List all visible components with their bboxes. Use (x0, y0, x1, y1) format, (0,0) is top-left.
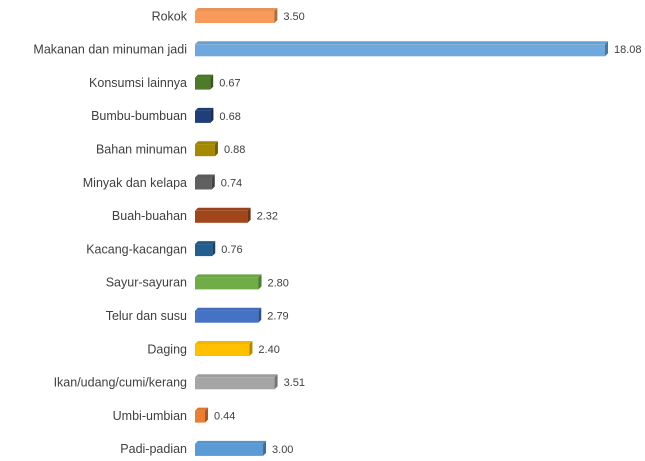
bar-top (195, 174, 215, 178)
y-tick-label: Daging (147, 342, 187, 356)
value-label: 2.32 (257, 211, 278, 223)
bar (195, 443, 264, 456)
y-tick-label: Kacang-kacangan (86, 242, 187, 256)
bar-side (212, 241, 216, 257)
bar (195, 77, 211, 90)
y-tick-label: Bahan minuman (96, 142, 187, 156)
bar (195, 310, 259, 323)
bar (195, 210, 248, 223)
value-label: 3.50 (283, 11, 304, 23)
y-tick-label: Buah-buahan (112, 209, 187, 223)
bar-side (274, 374, 278, 390)
bar-top (195, 307, 262, 311)
bar-side (210, 107, 214, 123)
y-tick-label: Bumbu-bumbuan (91, 109, 187, 123)
value-label: 2.80 (267, 277, 288, 289)
bar (195, 410, 205, 423)
bar (195, 44, 605, 57)
value-label: 18.08 (614, 44, 642, 56)
bar (195, 11, 275, 23)
bar-side (247, 207, 251, 223)
value-label: 3.51 (284, 377, 305, 389)
bar-side (258, 274, 262, 290)
bar-side (214, 141, 218, 157)
bar-side (605, 41, 608, 57)
bar (195, 144, 215, 157)
bar-top (195, 8, 278, 11)
value-label: 0.68 (219, 111, 240, 123)
bar-side (204, 407, 208, 423)
bar-top (195, 74, 214, 78)
value-label: 2.40 (258, 344, 279, 356)
bar (195, 110, 211, 123)
y-tick-label: Rokok (152, 9, 188, 23)
value-label: 0.74 (221, 177, 242, 189)
bar (195, 244, 213, 257)
bar (195, 177, 212, 190)
bar-top (195, 41, 608, 45)
bar-side (258, 307, 262, 323)
bar-side (210, 74, 214, 90)
value-label: 3.00 (272, 444, 293, 456)
bar-top (195, 274, 262, 278)
value-label: 0.76 (221, 244, 242, 256)
bar (195, 277, 259, 290)
bar-top (195, 241, 216, 245)
bar-side (249, 341, 253, 356)
y-tick-label: Padi-padian (120, 442, 187, 456)
bar-top (195, 341, 253, 344)
bar-top (195, 207, 251, 211)
value-label: 0.88 (224, 144, 245, 156)
y-tick-label: Telur dan susu (106, 309, 187, 323)
bar (195, 377, 275, 390)
value-label: 2.79 (267, 311, 288, 323)
bar-side (263, 440, 267, 456)
bar-top (195, 107, 214, 111)
value-label: 0.67 (219, 78, 240, 90)
y-tick-label: Makanan dan minuman jadi (33, 43, 187, 57)
bar (195, 344, 250, 356)
y-tick-label: Minyak dan kelapa (83, 176, 187, 190)
y-tick-label: Ikan/udang/cumi/kerang (54, 376, 187, 390)
bar-top (195, 141, 218, 145)
y-tick-label: Umbi-umbian (113, 409, 187, 423)
y-tick-label: Konsumsi lainnya (89, 76, 187, 90)
bar-top (195, 407, 208, 411)
bar-top (195, 440, 267, 444)
bar-top (195, 374, 278, 378)
bar-side (274, 8, 278, 23)
bar-side (211, 174, 215, 190)
value-label: 0.44 (214, 411, 235, 423)
y-tick-label: Sayur-sayuran (106, 276, 187, 290)
